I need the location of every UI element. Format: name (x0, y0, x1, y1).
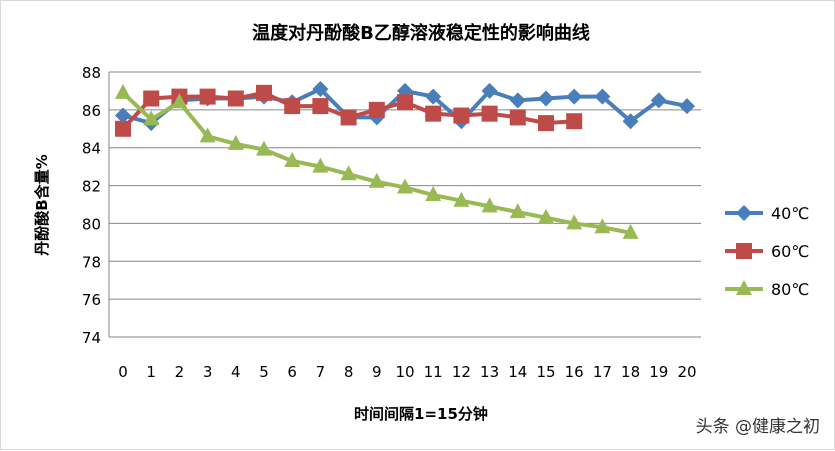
data-point (312, 157, 329, 173)
data-point (481, 197, 498, 213)
data-point (509, 203, 526, 219)
data-point (227, 90, 244, 107)
x-tick-label: 7 (316, 363, 326, 381)
data-point (284, 98, 301, 115)
y-tick-label: 86 (82, 102, 101, 120)
data-point (453, 191, 470, 207)
data-point (115, 83, 131, 99)
chart-title: 温度对丹酚酸B乙醇溶液稳定性的影响曲线 (252, 22, 590, 44)
data-point (340, 109, 357, 126)
legend-marker (736, 280, 752, 295)
data-point (679, 98, 695, 115)
data-point (622, 223, 639, 239)
x-tick-label: 10 (395, 363, 414, 381)
data-point (312, 98, 329, 115)
y-tick-label: 88 (82, 64, 101, 82)
data-point (425, 88, 442, 105)
data-point (397, 94, 413, 111)
x-tick-label: 1 (146, 363, 156, 381)
data-point (509, 109, 526, 126)
x-tick-label: 14 (508, 363, 527, 381)
data-point (481, 105, 498, 122)
data-point (509, 92, 526, 109)
data-point (538, 208, 554, 224)
y-tick-label: 78 (82, 253, 101, 271)
data-point (622, 113, 639, 130)
x-tick-label: 5 (259, 363, 269, 381)
y-tick-label: 82 (82, 178, 101, 196)
data-point (115, 107, 131, 124)
x-tick-label: 8 (344, 363, 354, 381)
data-point (594, 88, 611, 105)
data-point (425, 186, 442, 202)
x-tick-label: 20 (677, 363, 696, 381)
data-point (650, 92, 667, 109)
data-point (425, 105, 442, 122)
y-tick-label: 74 (82, 329, 101, 347)
data-point (227, 134, 244, 150)
x-tick-label: 3 (203, 363, 213, 381)
legend-marker (736, 205, 752, 221)
y-tick-label: 84 (82, 140, 101, 158)
data-point (340, 165, 357, 181)
x-tick-label: 13 (480, 363, 499, 381)
data-point (256, 140, 272, 156)
x-axis-label: 时间间隔1=15分钟 (354, 405, 488, 423)
x-tick-label: 17 (593, 363, 612, 381)
data-point (453, 107, 470, 124)
x-tick-label: 15 (536, 363, 555, 381)
x-tick-label: 6 (287, 363, 297, 381)
data-point (171, 93, 188, 109)
data-point (143, 90, 160, 107)
data-point (368, 172, 385, 188)
data-point (312, 81, 329, 98)
data-point (143, 110, 160, 126)
data-point (538, 90, 554, 107)
data-point (566, 88, 583, 105)
x-tick-label: 16 (565, 363, 584, 381)
data-point (256, 84, 272, 101)
y-tick-label: 80 (82, 215, 101, 233)
y-axis-label: 丹酚酸B含量% (33, 154, 51, 255)
x-tick-label: 11 (424, 363, 443, 381)
data-point (115, 120, 131, 137)
data-point (594, 218, 611, 234)
x-tick-label: 2 (175, 363, 185, 381)
legend-marker (736, 243, 752, 259)
x-tick-label: 0 (118, 363, 128, 381)
legend-label: 80℃ (771, 280, 809, 299)
data-point (199, 88, 216, 105)
x-tick-label: 9 (372, 363, 382, 381)
data-point (566, 113, 583, 130)
data-point (199, 127, 216, 143)
data-point (538, 115, 554, 132)
y-tick-label: 76 (82, 291, 101, 309)
x-tick-label: 4 (231, 363, 241, 381)
legend-label: 60℃ (771, 242, 809, 261)
data-point (397, 178, 413, 194)
watermark: 头条 @健康之初 (695, 417, 820, 437)
data-point (481, 82, 498, 99)
legend-label: 40℃ (771, 204, 809, 223)
data-point (368, 101, 385, 118)
data-point (284, 151, 301, 167)
x-tick-label: 19 (649, 363, 668, 381)
data-point (566, 214, 583, 230)
x-tick-label: 18 (621, 363, 640, 381)
x-tick-label: 12 (452, 363, 471, 381)
